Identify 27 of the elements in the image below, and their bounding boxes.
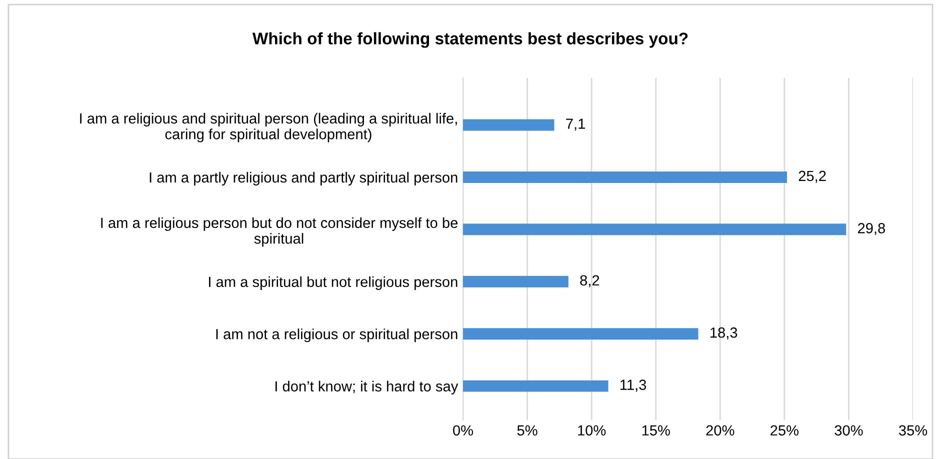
y-tick-label: I am a religious person but do not consider myself to be spiritual — [101, 217, 458, 247]
bar — [463, 276, 568, 288]
x-tick-label: 25% — [770, 425, 799, 436]
x-tick-label: 30% — [834, 425, 863, 436]
x-tick-label: 15% — [642, 425, 670, 436]
x-tick-label: 35% — [898, 425, 928, 436]
data-label: 7,1 — [566, 118, 585, 131]
bar — [463, 380, 608, 392]
bar — [463, 171, 787, 183]
y-tick-label: I don’t know; it is hard to say — [275, 380, 458, 394]
x-tick-label: 5% — [517, 425, 538, 436]
data-label: 18,3 — [710, 327, 738, 340]
chart-title: Which of the following statements best describes you? — [252, 32, 688, 48]
y-tick-label: I am a religious and spiritual person (leading a spiritual life, caring for spiritual development) — [80, 112, 457, 142]
x-tick-label: 10% — [578, 425, 606, 436]
data-label: 8,2 — [580, 275, 600, 288]
data-label: 29,8 — [858, 223, 886, 236]
bar — [463, 328, 698, 340]
y-tick-label: I am not a religious or spiritual person — [216, 328, 458, 342]
data-label: 25,2 — [798, 170, 826, 183]
bar — [463, 119, 554, 131]
x-tick-label: 20% — [706, 425, 734, 436]
bar — [463, 224, 846, 236]
data-label: 11,3 — [620, 380, 646, 392]
x-tick-label: 0% — [453, 425, 474, 436]
y-tick-label: I am a partly religious and partly spiritual person — [150, 172, 458, 186]
y-tick-label: I am a spiritual but not religious person — [209, 276, 458, 290]
